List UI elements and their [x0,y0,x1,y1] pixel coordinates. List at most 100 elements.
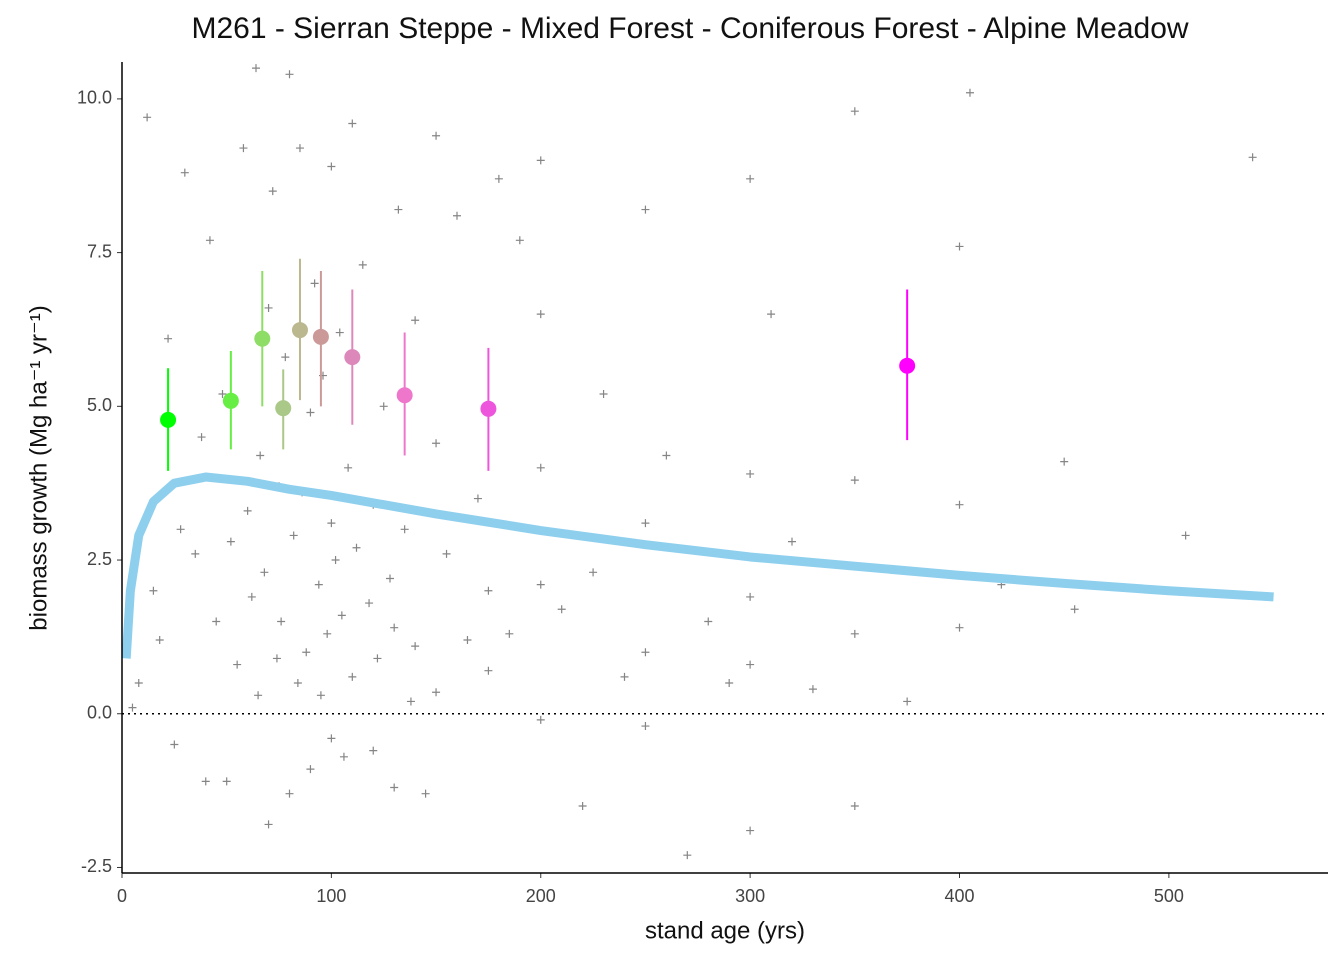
scatter-point [578,801,587,810]
scatter-point [180,168,189,177]
scatter-point [641,648,650,657]
scatter-point [197,433,206,442]
scatter-point [155,635,164,644]
scatter-point [432,131,441,140]
scatter-point [505,629,514,638]
scatter-point [411,316,420,325]
mean-point [396,387,413,404]
scatter-point [536,580,545,589]
scatter-point [260,568,269,577]
scatter-point [191,549,200,558]
scatter-point [746,826,755,835]
mean-point [312,328,329,345]
scatter-point [536,310,545,319]
scatter-point [641,722,650,731]
scatter-point [1070,605,1079,614]
x-axis-label: stand age (yrs) [645,917,805,944]
scatter-point [252,64,260,73]
scatter-point [302,648,311,657]
x-tick-label: 500 [1154,886,1184,906]
scatter-point [850,629,859,638]
y-tick-label: 0.0 [87,703,112,723]
y-tick-label: 10.0 [77,88,112,108]
x-tick-label: 200 [526,886,556,906]
scatter-point [442,549,451,558]
scatter-point [903,697,912,706]
fit-curve [121,472,1274,659]
scatter-point [348,672,357,681]
scatter-point [955,500,964,509]
scatter-point [281,353,290,362]
scatter-point [386,574,394,583]
scatter-point [704,617,713,626]
scatter-point [394,205,403,214]
scatter-point [515,236,524,245]
scatter-point [339,752,348,761]
x-tick-label: 100 [316,886,346,906]
y-tick-label: 2.5 [87,549,112,569]
scatter-point [323,629,332,638]
scatter-point [337,611,346,620]
mean-point [160,411,177,428]
scatter-point [205,236,214,245]
scatter-point [149,586,158,595]
scatter-point [128,703,137,712]
scatter-point [599,390,608,399]
scatter-point [808,685,817,694]
x-tick-label: 0 [117,886,127,906]
scatter-point [369,746,378,755]
scatter-point [536,463,545,472]
mean-point [899,357,916,374]
scatter-point [767,310,776,319]
scatter-point [226,537,235,546]
scatter-point [247,592,256,601]
scatter-point [536,715,545,724]
scatter-point [557,605,566,614]
scatter-point [233,660,242,669]
scatter-point [965,88,974,97]
scatter-point [955,242,964,251]
scatter-point [327,734,336,743]
scatter-point [746,592,755,601]
scatter-point [306,408,315,417]
scatter-point [1248,153,1257,162]
scatter-point [453,211,461,220]
scatter-point [306,765,315,774]
scatter-point [264,820,273,829]
scatter-point [272,654,281,663]
scatter-point [352,543,361,552]
scatter-point [390,783,399,792]
scatter-point [850,476,859,485]
mean-point [291,322,308,339]
scatter-point [176,525,185,534]
scatter-point [850,107,859,116]
scatter-point [254,691,263,700]
scatter-point [316,691,325,700]
scatter-point [746,660,755,669]
y-tick-label: 5.0 [87,395,112,415]
scatter-point [788,537,796,546]
scatter-point [432,688,441,697]
scatter-point [1060,457,1069,466]
scatter-point [373,654,382,663]
scatter-point [293,679,302,688]
scatter-point [277,617,286,626]
scatter-point [212,617,221,626]
mean-point [222,392,239,409]
scatter-point [335,328,344,337]
scatter-point [850,801,859,810]
scatter-point [390,623,399,632]
scatter-point [285,789,294,798]
scatter-point [379,402,388,411]
chart-title: M261 - Sierran Steppe - Mixed Forest - C… [191,12,1188,45]
scatter-point [295,144,304,153]
scatter-point [218,390,227,399]
mean-point [275,400,292,417]
x-tick-label: 400 [944,886,974,906]
scatter-point [222,777,231,786]
scatter-point [484,586,493,595]
scatter-point [463,635,472,644]
scatter-point [348,119,357,128]
scatter-point [1181,531,1190,540]
